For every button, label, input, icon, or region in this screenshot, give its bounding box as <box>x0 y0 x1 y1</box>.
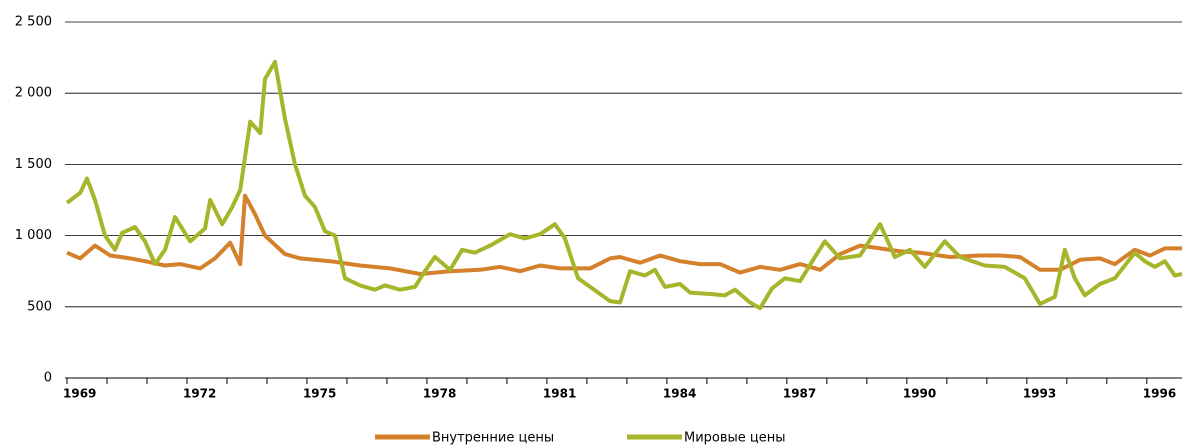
x-tick-label: 1990 <box>903 387 936 401</box>
x-tick-label: 1993 <box>1023 387 1056 401</box>
legend-label: Мировые цены <box>684 431 786 446</box>
y-tick-label: 1 500 <box>15 157 52 172</box>
x-tick-label: 1978 <box>423 387 456 401</box>
x-tick-label: 1987 <box>783 387 816 401</box>
legend-label: Внутренние цены <box>432 431 554 446</box>
y-tick-label: 2 500 <box>15 15 52 30</box>
y-tick-label: 0 <box>44 371 52 386</box>
x-tick-label: 1972 <box>183 387 216 401</box>
x-tick-label: 1969 <box>63 387 96 401</box>
y-tick-label: 500 <box>27 299 52 314</box>
x-tick-label: 1981 <box>543 387 576 401</box>
series-line <box>66 193 1182 276</box>
y-tick-label: 2 000 <box>15 86 52 101</box>
x-tick-label: 1975 <box>303 387 336 401</box>
x-tick-label: 1984 <box>663 387 696 401</box>
y-tick-label: 1 000 <box>15 228 52 243</box>
series-line <box>65 59 1183 311</box>
x-tick-label: 1996 <box>1143 387 1176 401</box>
